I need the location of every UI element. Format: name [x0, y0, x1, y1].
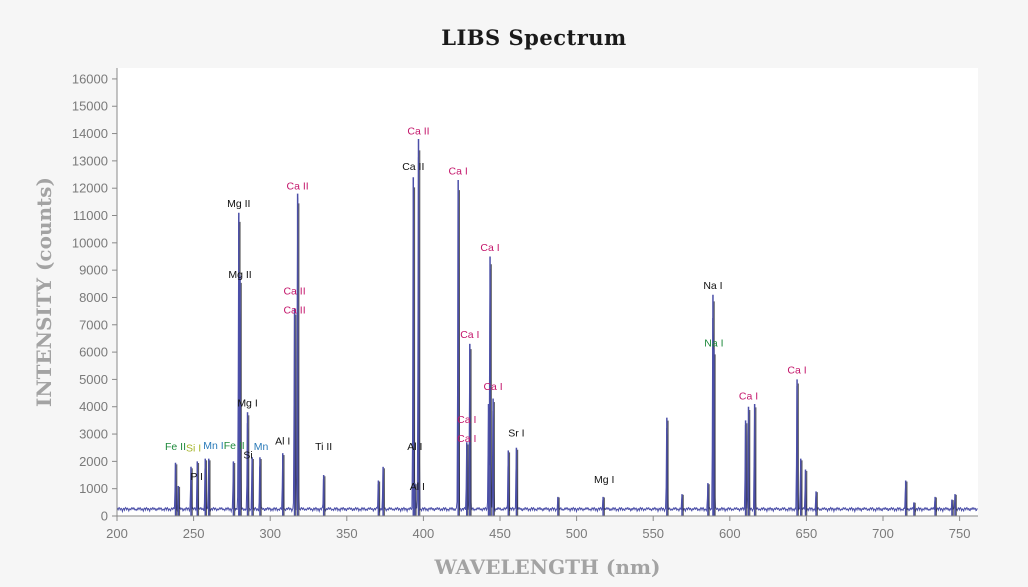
y-axis-label: INTENSITY (counts) — [32, 177, 56, 407]
peak-label: Mg I — [594, 474, 614, 486]
peak-label: Mg I — [237, 397, 257, 409]
y-tick-label: 15000 — [72, 99, 108, 114]
peak-label: Ca II — [407, 126, 429, 138]
x-tick-label: 200 — [106, 526, 128, 541]
y-tick-label: 11000 — [73, 208, 108, 223]
x-tick-label: 250 — [183, 526, 205, 541]
y-tick-label: 16000 — [72, 71, 108, 86]
peak-label: Mn I — [203, 440, 223, 452]
y-tick-label: 3000 — [79, 427, 108, 442]
axis-ticks: 0 1000 2000 3000 4000 5000 6000 7000 8000 9000 100… — [72, 71, 971, 541]
peak-label: Al I — [407, 441, 422, 453]
x-tick-label: 600 — [719, 526, 741, 541]
x-tick-label: 750 — [949, 526, 971, 541]
x-tick-label: 500 — [566, 526, 588, 541]
peak-label: Ca I — [460, 329, 479, 341]
peak-label: Mg II — [227, 198, 250, 210]
x-tick-label: 350 — [336, 526, 358, 541]
x-axis-label: WAVELENGTH (nm) — [433, 555, 660, 579]
peak-labels: Ca II Ca II Ca I Ca II Mg II Ca I Mg II Na I Ca … — [165, 126, 807, 493]
peak-label: Ca I — [483, 381, 502, 393]
x-tick-label: 550 — [642, 526, 664, 541]
peak-label: Mg II — [228, 269, 251, 281]
peak-label: Ti II — [315, 441, 332, 453]
x-tick-label: 300 — [259, 526, 281, 541]
peak-label: Ca II — [402, 161, 424, 173]
x-tick-label: 650 — [796, 526, 818, 541]
peak-label: Si I — [186, 443, 201, 455]
y-tick-label: 8000 — [79, 290, 108, 305]
peak-label: Ca I — [480, 242, 499, 254]
peak-label: Fe II — [224, 440, 245, 452]
peak-label: Sr I — [508, 428, 524, 440]
peak-label: Mn — [254, 441, 269, 453]
peak-label: Ca I — [787, 365, 806, 377]
peak-label: Al I — [410, 481, 425, 493]
y-tick-label: 5000 — [79, 372, 108, 387]
y-tick-label: 14000 — [72, 126, 108, 141]
peak-label: Ca II — [283, 305, 305, 317]
peak-label: Na I — [703, 280, 722, 292]
peak-label: Ca I — [739, 391, 758, 403]
y-tick-label: 0 — [101, 509, 108, 524]
plot-area — [117, 68, 978, 516]
peak-label: Si — [243, 449, 252, 461]
peak-label: Na I — [704, 337, 723, 349]
y-tick-label: 12000 — [72, 181, 108, 196]
peak-label: Ca I — [457, 414, 476, 426]
peak-label: Ca I — [457, 433, 476, 445]
peak-label: P I — [190, 471, 203, 483]
y-tick-label: 6000 — [79, 345, 108, 360]
peak-label: Fe II — [165, 441, 186, 453]
y-tick-label: 13000 — [72, 153, 108, 168]
spectrum-series — [117, 139, 978, 516]
peak-label: Al I — [275, 436, 290, 448]
y-tick-label: 4000 — [79, 399, 108, 414]
y-tick-label: 1000 — [79, 481, 108, 496]
chart-title: LIBS Spectrum — [441, 25, 627, 50]
y-tick-label: 7000 — [79, 317, 108, 332]
x-tick-label: 700 — [872, 526, 894, 541]
y-tick-label: 10000 — [72, 235, 108, 250]
y-tick-label: 9000 — [79, 263, 108, 278]
peak-label: Ca I — [449, 165, 468, 177]
peak-label: Ca II — [287, 180, 309, 192]
peak-label: Ca II — [283, 285, 305, 297]
y-tick-label: 2000 — [79, 454, 108, 469]
x-tick-label: 400 — [413, 526, 435, 541]
x-tick-label: 450 — [489, 526, 511, 541]
